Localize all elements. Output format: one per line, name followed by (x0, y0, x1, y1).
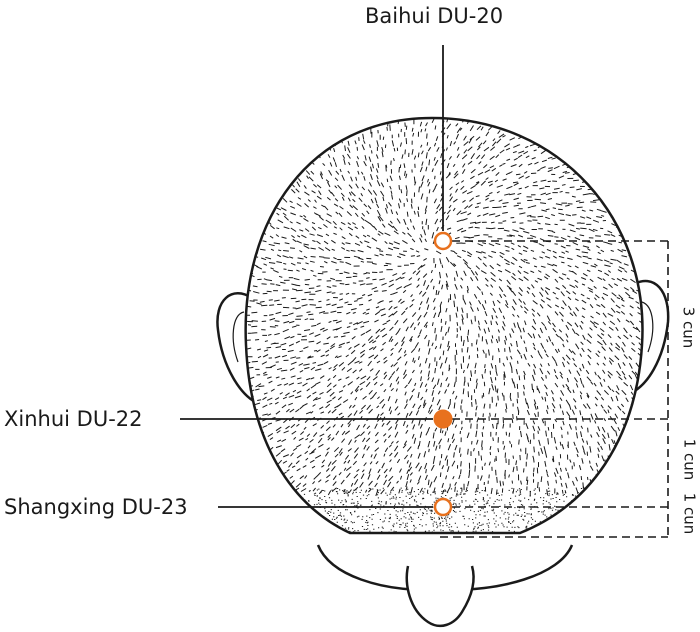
xinhui-point (433, 409, 453, 429)
baihui-point (433, 231, 453, 251)
right-ear-inner (641, 301, 654, 353)
measurement-bracket (440, 240, 669, 538)
shangxing-label: Shangxing DU-23 (4, 495, 188, 519)
shangxing-point (433, 497, 453, 517)
measurement-1-cun-lower: 1 cun (680, 492, 699, 535)
head-outline (244, 116, 644, 535)
nose (405, 565, 475, 628)
measurement-3-cun: 3 cun (679, 306, 698, 349)
left-ear-inner (232, 311, 245, 363)
xinhui-label: Xinhui DU-22 (4, 407, 143, 431)
measurement-1-cun-upper: 1 cun (680, 438, 699, 481)
baihui-label: Baihui DU-20 (365, 4, 504, 28)
